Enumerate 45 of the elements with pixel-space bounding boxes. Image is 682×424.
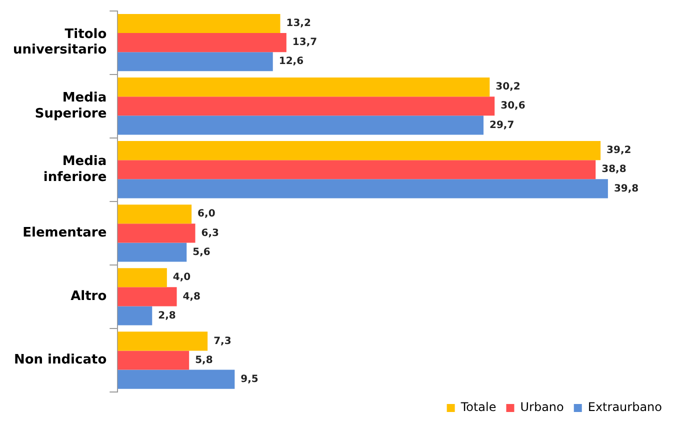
data-label: 6,3 [201,228,220,239]
data-label: 4,8 [182,291,201,302]
bar [118,287,177,306]
data-label: 39,8 [614,183,639,194]
y-tick-label: Altro [70,289,107,304]
bar [118,370,235,389]
bar [118,52,273,72]
y-tick-label: Elementare [22,226,107,241]
data-label: 38,8 [602,164,626,176]
bar [118,204,192,224]
data-label: 29,7 [490,120,514,131]
bar [118,78,490,97]
legend-label: Urbano [520,400,564,414]
data-label: 30,2 [496,82,520,93]
data-label: 30,6 [500,100,526,112]
data-label: 2,8 [158,310,176,322]
data-label: 12,6 [278,56,304,68]
bar [118,350,190,370]
y-tick-label: Non indicato [14,352,107,368]
bar [118,141,601,160]
legend-label: Totale [460,400,496,414]
data-label: 7,3 [214,336,232,347]
legend-label: Extraurbano [588,400,662,414]
y-tick-label: Media inferiore [43,154,107,185]
y-tick-label: Media Superiore [34,90,107,122]
data-label: 13,2 [286,18,311,30]
data-label: 4,0 [172,272,191,284]
data-label: 5,6 [192,246,210,258]
bar [118,33,286,52]
bar [118,242,187,262]
bar [118,179,608,198]
bar [118,306,152,326]
bar [118,332,208,351]
y-tick-label: Titolo universitario [12,27,107,58]
bar [118,224,196,243]
data-label: 5,8 [195,354,213,366]
data-label: 13,7 [292,37,318,48]
data-label: 9,5 [240,374,258,385]
bar [118,268,167,288]
bar [118,160,596,180]
data-label: 39,2 [606,145,632,156]
data-label: 6,0 [198,208,216,220]
bar [118,14,280,34]
bar [118,116,484,135]
bar [118,96,495,116]
